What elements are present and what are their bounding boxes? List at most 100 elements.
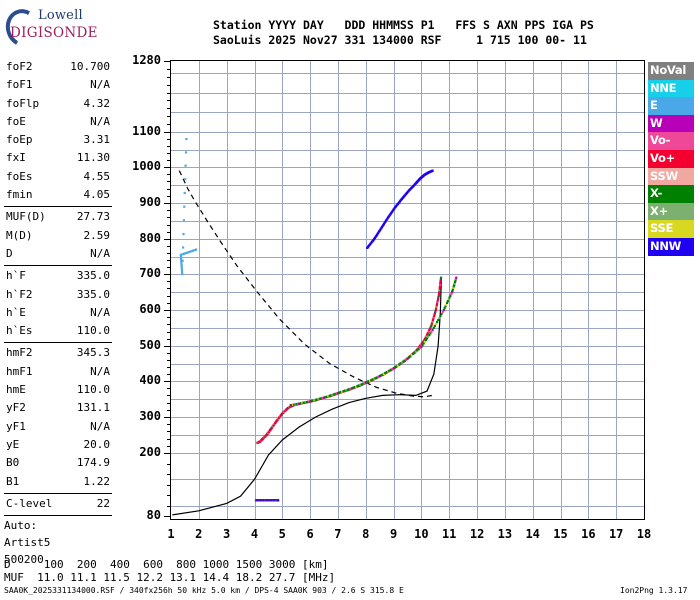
param-group-divider	[4, 206, 112, 208]
param-row-hf: h`F 335.0	[4, 267, 112, 285]
direction-color-legend: NoVal NNE E W Vo- Vo+ SSW X- X+ SSE NNW	[648, 62, 694, 256]
grid-line-horizontal	[171, 363, 644, 365]
y-axis-minor-tick	[167, 68, 171, 70]
grid-line-vertical	[282, 61, 284, 519]
param-key: hmF2	[6, 346, 33, 360]
legend-item-w[interactable]: W	[648, 114, 694, 133]
x-axis-tick-label: 17	[608, 527, 624, 541]
y-axis-minor-tick	[167, 217, 171, 219]
y-axis-tick-label: 700	[139, 266, 161, 280]
grid-line-horizontal	[171, 346, 644, 347]
param-key: fmin	[6, 188, 33, 202]
x-axis-tick-label: 16	[581, 527, 596, 541]
y-axis-minor-tick	[167, 210, 171, 212]
grid-line-horizontal	[171, 149, 644, 151]
y-axis-minor-tick	[167, 288, 171, 290]
y-axis-minor-tick	[167, 146, 171, 147]
x-axis-tick-label: 13	[497, 527, 513, 541]
grid-line-horizontal	[171, 239, 644, 240]
grid-line-vertical	[254, 61, 256, 519]
x-axis-tick-label: 3	[222, 527, 231, 541]
y-axis-tick-label: 1000	[132, 159, 161, 173]
param-key: fxI	[6, 151, 26, 165]
y-axis-tick-label: 600	[139, 302, 161, 316]
param-row-fof1: foF1 N/A	[4, 76, 112, 94]
param-value: N/A	[90, 364, 110, 378]
param-value: 174.9	[76, 456, 110, 470]
param-row-yf2: yF2 131.1	[4, 399, 112, 417]
y-axis-major-tick	[164, 274, 171, 275]
param-key: foE	[6, 114, 26, 128]
auto-scaler-line: 500200	[4, 553, 44, 567]
y-axis-minor-tick	[167, 388, 171, 390]
x-axis-tick-label: 11	[441, 527, 457, 541]
param-value: 335.0	[76, 287, 110, 301]
station-header: Station YYYY DAY DDD HHMMSS P1 FFS S AXN…	[213, 18, 594, 48]
grid-line-horizontal	[171, 479, 644, 481]
grid-line-vertical	[421, 61, 423, 519]
app-version-label: Ion2Png 1.3.17	[620, 586, 688, 595]
legend-item-x[interactable]: X-	[648, 185, 694, 203]
series-isolated-echoes	[179, 138, 198, 276]
grid-line-vertical	[310, 61, 312, 519]
grid-line-horizontal	[171, 435, 644, 436]
grid-line-horizontal	[171, 132, 644, 133]
legend-item-noval[interactable]: NoVal	[648, 62, 694, 80]
param-row-yf1: yF1 N/A	[4, 418, 112, 436]
param-row-mufd: MUF(D) 27.73	[4, 208, 112, 226]
grid-line-horizontal	[171, 203, 644, 204]
logo-digisonde-text: DIGISONDE	[10, 25, 98, 41]
legend-item-vo[interactable]: Vo-	[648, 132, 694, 150]
x-axis-tick-label: 12	[469, 527, 485, 541]
y-axis-minor-tick	[167, 395, 171, 397]
legend-item-nnw[interactable]: NNW	[648, 237, 694, 256]
grid-line-horizontal	[171, 112, 644, 114]
y-axis-minor-tick	[167, 116, 171, 118]
ionogram-plot-area[interactable]: 80 200 300 400 500 600 700 800 900 1000 1100 1280 1 2…	[132, 53, 651, 541]
legend-item-x[interactable]: X+	[648, 202, 694, 221]
param-value: 20.0	[83, 437, 111, 451]
y-axis-minor-tick	[167, 438, 171, 440]
grid-line-horizontal	[171, 167, 644, 168]
y-axis-tick-label: 900	[139, 195, 161, 209]
y-axis-minor-tick	[167, 424, 171, 426]
x-axis-tick-label: 9	[389, 527, 398, 541]
grid-line-vertical	[449, 61, 451, 519]
grid-line-horizontal	[171, 310, 644, 311]
grid-line-vertical	[393, 61, 395, 519]
param-row-md: M(D) 2.59	[4, 227, 112, 245]
param-key: hmE	[6, 383, 26, 397]
param-value: 335.0	[76, 269, 110, 283]
y-axis-minor-tick	[167, 124, 171, 126]
grid-line-horizontal	[171, 453, 644, 454]
y-axis-minor-tick	[167, 484, 171, 486]
grid-line-horizontal	[171, 185, 644, 186]
header-values-row: SaoLuis 2025 Nov27 331 134000 RSF 1 715 …	[213, 33, 587, 47]
y-axis-minor-tick	[167, 360, 171, 361]
series-f-region-x-trace-green-	[289, 276, 458, 407]
legend-item-vo[interactable]: Vo+	[648, 149, 694, 168]
grid-line-vertical	[365, 61, 367, 519]
param-row-foes: foEs 4.55	[4, 168, 112, 186]
y-axis-minor-tick	[167, 463, 171, 465]
legend-item-ssw[interactable]: SSW	[648, 167, 694, 186]
legend-item-sse[interactable]: SSE	[648, 220, 694, 238]
param-value: 131.1	[76, 401, 110, 415]
y-axis-minor-tick	[167, 253, 171, 254]
param-row-hme: hmE 110.0	[4, 381, 112, 399]
grid-line-horizontal	[171, 72, 644, 74]
y-axis-minor-tick	[167, 402, 171, 404]
legend-item-e[interactable]: E	[648, 97, 694, 115]
source-file-info: SAA0K_2025331134000.RSF / 340fx256h 50 k…	[4, 586, 404, 595]
y-axis-minor-tick	[167, 302, 171, 304]
param-value: 11.30	[76, 151, 110, 165]
y-axis-minor-tick	[167, 324, 171, 326]
overlay-true-height-profile	[172, 277, 442, 516]
param-row-hmf2: hmF2 345.3	[4, 344, 112, 362]
y-axis-minor-tick	[167, 92, 171, 94]
legend-item-nne[interactable]: NNE	[648, 79, 694, 98]
grid-line-horizontal	[171, 221, 644, 222]
param-row-foe: foE N/A	[4, 113, 112, 131]
y-axis-minor-tick	[167, 100, 171, 102]
grid-line-vertical	[560, 61, 562, 519]
